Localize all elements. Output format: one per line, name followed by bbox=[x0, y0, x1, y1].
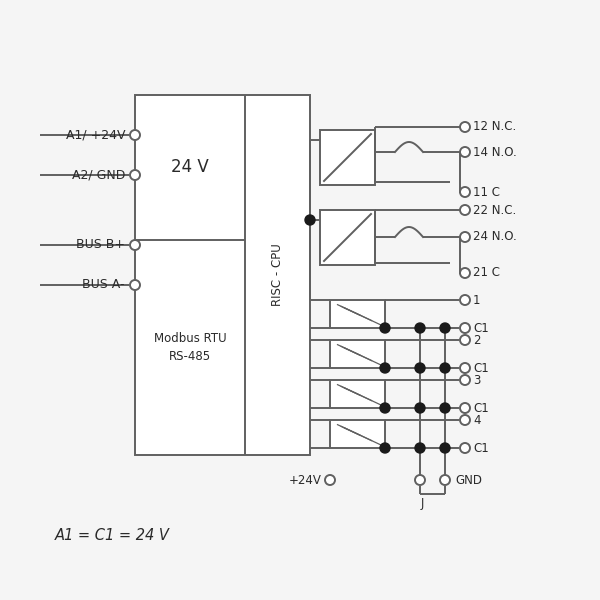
Circle shape bbox=[415, 403, 425, 413]
Circle shape bbox=[460, 268, 470, 278]
Text: +24V: +24V bbox=[289, 473, 322, 487]
Text: 1: 1 bbox=[473, 293, 481, 307]
Text: 21 C: 21 C bbox=[473, 266, 500, 280]
Text: A1/ +24V: A1/ +24V bbox=[65, 128, 125, 142]
Circle shape bbox=[460, 403, 470, 413]
Text: A2/ GND: A2/ GND bbox=[71, 169, 125, 181]
Circle shape bbox=[415, 323, 425, 333]
Text: 24 V: 24 V bbox=[171, 158, 209, 176]
Text: 22 N.C.: 22 N.C. bbox=[473, 203, 516, 217]
Text: C1: C1 bbox=[473, 442, 489, 455]
Text: 2: 2 bbox=[473, 334, 481, 346]
Bar bbox=[320, 210, 375, 265]
Bar bbox=[330, 420, 385, 448]
Circle shape bbox=[460, 323, 470, 333]
Text: RISC - CPU: RISC - CPU bbox=[271, 244, 284, 307]
Circle shape bbox=[440, 403, 450, 413]
Text: C1: C1 bbox=[473, 322, 489, 335]
Circle shape bbox=[440, 475, 450, 485]
Text: 12 N.C.: 12 N.C. bbox=[473, 121, 516, 133]
Text: A1 = C1 = 24 V: A1 = C1 = 24 V bbox=[55, 527, 170, 542]
Text: 24 N.O.: 24 N.O. bbox=[473, 230, 517, 244]
Text: BUS A-: BUS A- bbox=[83, 278, 125, 292]
Circle shape bbox=[380, 443, 390, 453]
Circle shape bbox=[460, 443, 470, 453]
Text: 4: 4 bbox=[473, 413, 481, 427]
Circle shape bbox=[460, 335, 470, 345]
Circle shape bbox=[325, 475, 335, 485]
Circle shape bbox=[460, 375, 470, 385]
Text: C1: C1 bbox=[473, 401, 489, 415]
Text: 3: 3 bbox=[473, 373, 481, 386]
Text: 14 N.O.: 14 N.O. bbox=[473, 145, 517, 158]
Circle shape bbox=[380, 323, 390, 333]
Circle shape bbox=[130, 280, 140, 290]
Circle shape bbox=[415, 475, 425, 485]
Circle shape bbox=[460, 415, 470, 425]
Text: 11 C: 11 C bbox=[473, 185, 500, 199]
Circle shape bbox=[380, 363, 390, 373]
Circle shape bbox=[460, 205, 470, 215]
Circle shape bbox=[415, 363, 425, 373]
Bar bbox=[330, 340, 385, 368]
Bar bbox=[330, 300, 385, 328]
Text: Modbus RTU
RS-485: Modbus RTU RS-485 bbox=[154, 331, 226, 364]
Circle shape bbox=[130, 170, 140, 180]
Circle shape bbox=[130, 130, 140, 140]
Circle shape bbox=[380, 403, 390, 413]
Bar bbox=[320, 130, 375, 185]
Circle shape bbox=[460, 122, 470, 132]
Circle shape bbox=[440, 323, 450, 333]
Text: J: J bbox=[421, 497, 424, 511]
Circle shape bbox=[440, 363, 450, 373]
Circle shape bbox=[130, 240, 140, 250]
Bar bbox=[330, 380, 385, 408]
Circle shape bbox=[460, 187, 470, 197]
Circle shape bbox=[415, 443, 425, 453]
Circle shape bbox=[460, 295, 470, 305]
Text: C1: C1 bbox=[473, 361, 489, 374]
Circle shape bbox=[305, 215, 315, 225]
Text: GND: GND bbox=[455, 473, 482, 487]
Circle shape bbox=[460, 232, 470, 242]
Text: BUS B+: BUS B+ bbox=[76, 238, 125, 251]
Bar bbox=[135, 95, 310, 455]
Circle shape bbox=[460, 363, 470, 373]
Circle shape bbox=[460, 147, 470, 157]
Circle shape bbox=[440, 443, 450, 453]
